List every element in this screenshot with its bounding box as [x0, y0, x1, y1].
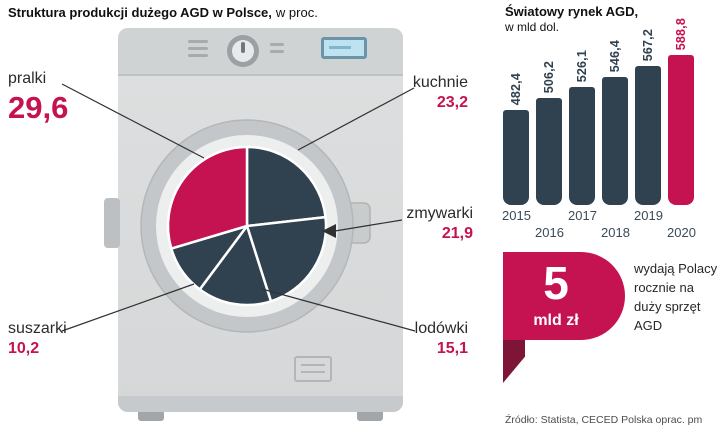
digital-display-icon: [321, 37, 367, 59]
bottom-vent-grille: [294, 356, 332, 382]
spending-badge-value: 5: [543, 256, 569, 309]
washing-machine-control-panel: [118, 28, 403, 76]
badge-description-line: duży sprzęt: [634, 298, 701, 314]
pie-slice-kuchnie: [245, 145, 327, 228]
year-label-2018: 2018: [601, 225, 630, 240]
callout-line-kuchnie: [297, 87, 415, 151]
vent-line: [301, 371, 325, 373]
callout-line-pralki: [61, 83, 205, 159]
callout-line-zmywarki: [334, 219, 403, 232]
callout-line-lodowki: [261, 288, 416, 332]
panel-vent-line: [270, 50, 284, 53]
right-chart-title-suffix: w mld dol.: [505, 20, 560, 35]
door-hinge: [104, 198, 120, 248]
panel-vent-line: [188, 54, 208, 57]
pie-callout-suszarki: suszarki 10,2: [8, 320, 67, 358]
machine-foot-left: [138, 412, 164, 421]
year-label-2020: 2020: [667, 225, 696, 240]
bar-2017: [569, 87, 595, 205]
pie-callout-zmywarki: zmywarki 21,9: [392, 205, 473, 243]
pie-slice-pralki: [166, 145, 249, 250]
pie-label-lodowki: lodówki: [414, 320, 468, 337]
badge-description-line: rocznie na: [634, 279, 694, 295]
year-label-2017: 2017: [568, 208, 597, 223]
pie-callout-lodowki: lodówki 15,1: [396, 320, 468, 358]
pie-value-kuchnie: 23,2: [436, 94, 468, 111]
source-note: Źródło: Statista, CECED Polska oprac. pm: [505, 414, 703, 426]
pie-chart: [166, 145, 328, 307]
left-chart-title: Struktura produkcji dużego AGD w Polsce,…: [8, 5, 318, 20]
panel-vent-line: [270, 43, 284, 46]
pie-value-zmywarki: 21,9: [441, 225, 473, 242]
bar-2015: [503, 110, 529, 205]
program-knob-icon: [227, 35, 259, 67]
right-chart-title-bold: Światowy rynek AGD,: [505, 4, 639, 19]
program-knob-slot: [241, 42, 245, 53]
bar-column-2016: 506,2: [536, 52, 562, 205]
vent-line: [301, 364, 325, 366]
year-label-2016: 2016: [535, 225, 564, 240]
machine-foot-right: [357, 412, 383, 421]
year-label-2015: 2015: [502, 208, 531, 223]
bar-2020: [668, 55, 694, 205]
pie-slice-lodówki: [198, 224, 273, 307]
bar-2018: [602, 77, 628, 205]
display-segment: [329, 46, 351, 49]
washing-machine-base-strip: [118, 396, 403, 412]
pie-callout-kuchnie: kuchnie 23,2: [392, 74, 468, 112]
bar-column-2018: 546,4: [602, 40, 628, 205]
pie-value-suszarki: 10,2: [8, 340, 40, 357]
badge-description-line: AGD: [634, 317, 663, 333]
callout-line-suszarki: [61, 283, 195, 332]
right-chart-title: Światowy rynek AGD, w mld dol.: [505, 4, 638, 35]
year-label-2019: 2019: [634, 208, 663, 223]
panel-vent-line: [188, 47, 208, 50]
bar-column-2020: 588,8: [668, 18, 694, 205]
pie-label-pralki: pralki: [8, 70, 47, 87]
pie-slice-zmywarki: [245, 215, 328, 303]
pie-label-zmywarki: zmywarki: [406, 205, 473, 222]
bar-column-2017: 526,1: [569, 50, 595, 205]
badge-description-line: wydają Polacy: [634, 261, 718, 276]
bar-column-2015: 482,4: [503, 52, 529, 205]
left-chart-title-suffix: w proc.: [275, 5, 318, 20]
arrowhead-zmywarki-icon: [322, 224, 336, 238]
callout-lines: [61, 83, 416, 332]
spending-badge-description: wydają Polacy rocznie na duży sprzęt AGD: [634, 260, 720, 335]
panel-vent-line: [188, 40, 208, 43]
bar-chart-year-axis: 2015 2016 2017 2018 2019 2020: [502, 208, 708, 244]
spending-badge-unit: mld zł: [533, 312, 579, 330]
pie-label-suszarki: suszarki: [8, 320, 67, 337]
pie-value-pralki: 29,6: [8, 90, 69, 125]
bar-2019: [635, 66, 661, 205]
bar-chart: 482,4 506,2 526,1 546,4 567,2 588,8: [503, 18, 703, 205]
pie-label-kuchnie: kuchnie: [412, 74, 468, 91]
pie-value-lodowki: 15,1: [436, 340, 468, 357]
bar-2016: [536, 98, 562, 205]
left-chart-title-bold: Struktura produkcji dużego AGD w Polsce,: [8, 5, 272, 20]
bar-column-2019: 567,2: [635, 29, 661, 205]
spending-badge: 5 mld zł: [503, 252, 625, 340]
